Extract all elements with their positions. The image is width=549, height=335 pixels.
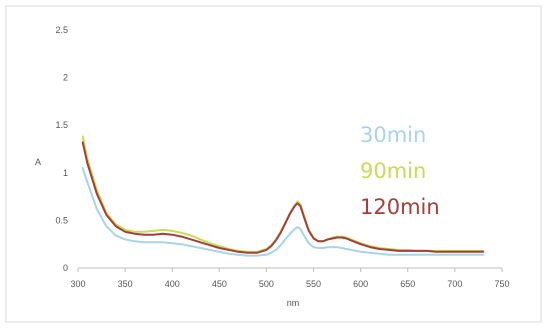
y-axis-title: A <box>35 157 41 167</box>
legend-entry-30min: 30min <box>360 123 426 147</box>
x-tick-label: 550 <box>306 279 321 289</box>
x-tick-label: 350 <box>118 279 133 289</box>
legend-entry-90min: 90min <box>360 159 426 183</box>
x-tick-label: 400 <box>165 279 180 289</box>
legend-entry-120min: 120min <box>360 195 440 219</box>
x-tick-label: 750 <box>494 279 509 289</box>
chart-border <box>5 5 542 323</box>
series-line-120min <box>81 141 485 254</box>
y-tick-label: 0 <box>63 263 68 273</box>
legend-layer: 30min 90min 120min <box>360 123 440 219</box>
x-tick-label: 700 <box>447 279 462 289</box>
y-tick-label: 1 <box>63 168 68 178</box>
x-tick-label: 600 <box>353 279 368 289</box>
series-layer <box>81 135 485 257</box>
axes-layer: 300 350 400 450 500 550 600 650 700 750 0 0.5 1 1.5 2 2… <box>35 25 510 308</box>
series-line-30min <box>81 167 485 257</box>
x-tick-label: 450 <box>212 279 227 289</box>
x-axis-title: nm <box>287 298 300 308</box>
x-tick-label: 650 <box>400 279 415 289</box>
y-tick-label: 1.5 <box>55 120 68 130</box>
y-tick-label: 0.5 <box>55 215 68 225</box>
y-tick-label: 2 <box>63 73 68 83</box>
x-tick-label: 300 <box>70 279 85 289</box>
y-tick-label: 2.5 <box>55 25 68 35</box>
x-tick-label: 500 <box>259 279 274 289</box>
